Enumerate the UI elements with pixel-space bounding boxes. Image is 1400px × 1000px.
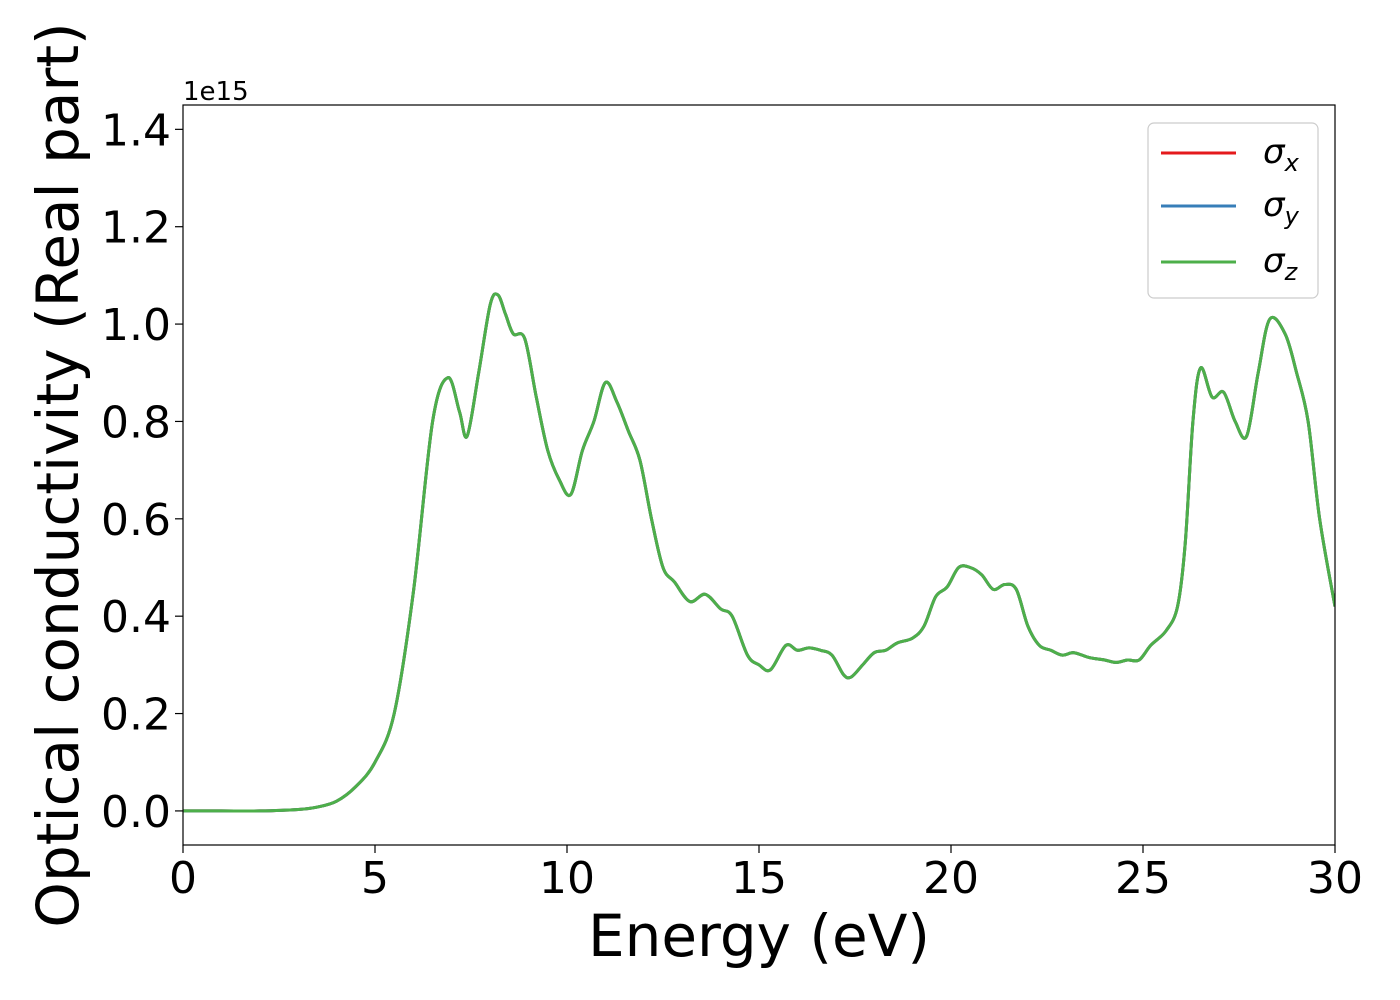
x-tick-label: 30 xyxy=(1307,853,1363,904)
legend-label-z: σz xyxy=(1263,241,1299,286)
series-line-y xyxy=(183,292,1335,813)
x-tick-label: 0 xyxy=(169,853,197,904)
x-tick-label: 10 xyxy=(539,853,595,904)
x-tick-label: 15 xyxy=(731,853,787,904)
y-tick-label: 0.0 xyxy=(101,787,171,838)
series-lines xyxy=(183,292,1335,813)
legend-label-y: σy xyxy=(1263,185,1300,230)
x-axis-label: Energy (eV) xyxy=(588,902,930,970)
y-tick-label: 1.0 xyxy=(101,300,171,351)
series-line-z xyxy=(183,292,1335,813)
y-tick-label: 0.4 xyxy=(101,592,171,643)
y-tick-label: 1.4 xyxy=(101,105,171,156)
series-line-x xyxy=(183,292,1335,813)
x-tick-label: 25 xyxy=(1115,853,1171,904)
x-axis-ticks: 0 5 10 15 20 25 30 xyxy=(169,845,1363,904)
y-tick-label: 0.2 xyxy=(101,690,171,741)
y-axis-label: Optical conductivity (Real part) xyxy=(24,22,92,927)
y-tick-label: 1.2 xyxy=(101,203,171,254)
y-tick-label: 0.6 xyxy=(101,495,171,546)
y-axis-ticks: 0.0 0.2 0.4 0.6 0.8 1.0 1.2 1.4 xyxy=(101,105,183,838)
x-tick-label: 20 xyxy=(923,853,979,904)
legend-frame xyxy=(1147,122,1319,299)
x-tick-label: 5 xyxy=(361,853,389,904)
legend-label-x: σx xyxy=(1263,132,1300,177)
y-tick-label: 0.8 xyxy=(101,397,171,448)
legend: σx σy σz xyxy=(1147,122,1319,299)
y-offset-text: 1e15 xyxy=(183,77,249,107)
